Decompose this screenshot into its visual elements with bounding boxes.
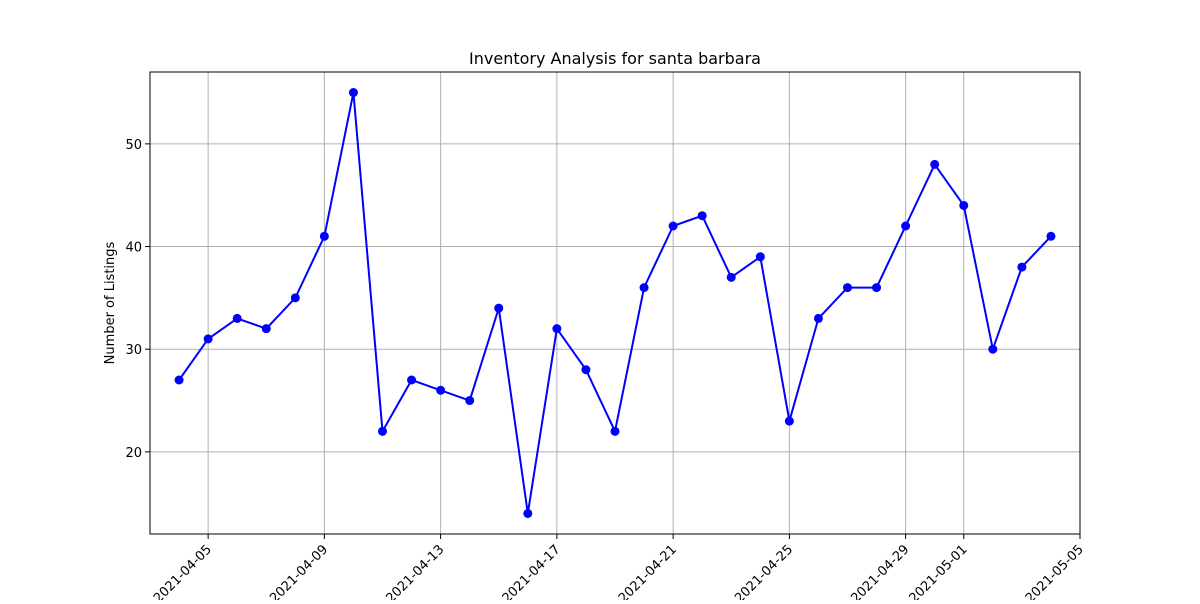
x-tick-label: 2021-04-25	[732, 542, 796, 600]
data-point	[1046, 231, 1056, 241]
x-tick-label: 2021-05-05	[1023, 542, 1087, 600]
data-point	[203, 334, 213, 344]
series-blue	[174, 88, 1056, 518]
data-point	[872, 283, 882, 293]
plot-frame	[149, 71, 1081, 535]
y-axis: 20 30 40 50	[125, 138, 150, 461]
x-tick-label: 2021-04-05	[151, 542, 215, 600]
data-point	[639, 283, 649, 293]
data-point	[494, 303, 504, 313]
data-point	[581, 365, 591, 375]
x-tick-label: 2021-04-13	[383, 542, 447, 600]
data-point	[697, 211, 707, 221]
x-tick-label: 2021-04-29	[848, 542, 912, 600]
x-tick-label: 2021-04-09	[267, 542, 331, 600]
data-point	[378, 426, 387, 436]
data-point	[523, 508, 533, 518]
x-tick-label: 2021-05-01	[907, 542, 971, 600]
grid	[150, 72, 1081, 534]
data-point	[668, 221, 678, 231]
data-point	[901, 221, 911, 231]
y-axis-label: Number of Listings	[103, 241, 118, 364]
data-point	[348, 88, 358, 98]
data-point	[261, 324, 271, 334]
data-point	[610, 426, 620, 436]
data-point	[726, 272, 736, 282]
data-point	[174, 375, 184, 385]
data-point	[465, 396, 475, 406]
data-point	[813, 313, 823, 323]
x-tick-label: 2021-04-21	[616, 542, 680, 600]
data-point	[843, 283, 852, 293]
data-point	[436, 385, 446, 395]
data-point	[232, 313, 242, 323]
data-point	[319, 231, 329, 241]
data-point	[407, 375, 417, 385]
data-point	[290, 293, 300, 303]
chart-title: Inventory Analysis for santa barbara	[469, 49, 761, 68]
data-point	[755, 252, 765, 262]
x-axis: 2021-04-05 2021-04-09 2021-04-13 2021-04-17…	[151, 534, 1087, 604]
y-tick-label: 40	[125, 241, 142, 256]
y-tick-label: 20	[125, 446, 142, 461]
x-tick-label: 2021-04-17	[500, 542, 564, 600]
series-line	[178, 91, 1052, 515]
data-point	[552, 324, 562, 334]
data-point	[930, 159, 940, 169]
data-point	[1017, 262, 1027, 272]
y-tick-label: 50	[125, 138, 142, 153]
y-tick-label: 30	[125, 343, 142, 358]
data-point	[959, 200, 969, 210]
data-point	[988, 344, 998, 354]
data-point	[784, 416, 794, 426]
